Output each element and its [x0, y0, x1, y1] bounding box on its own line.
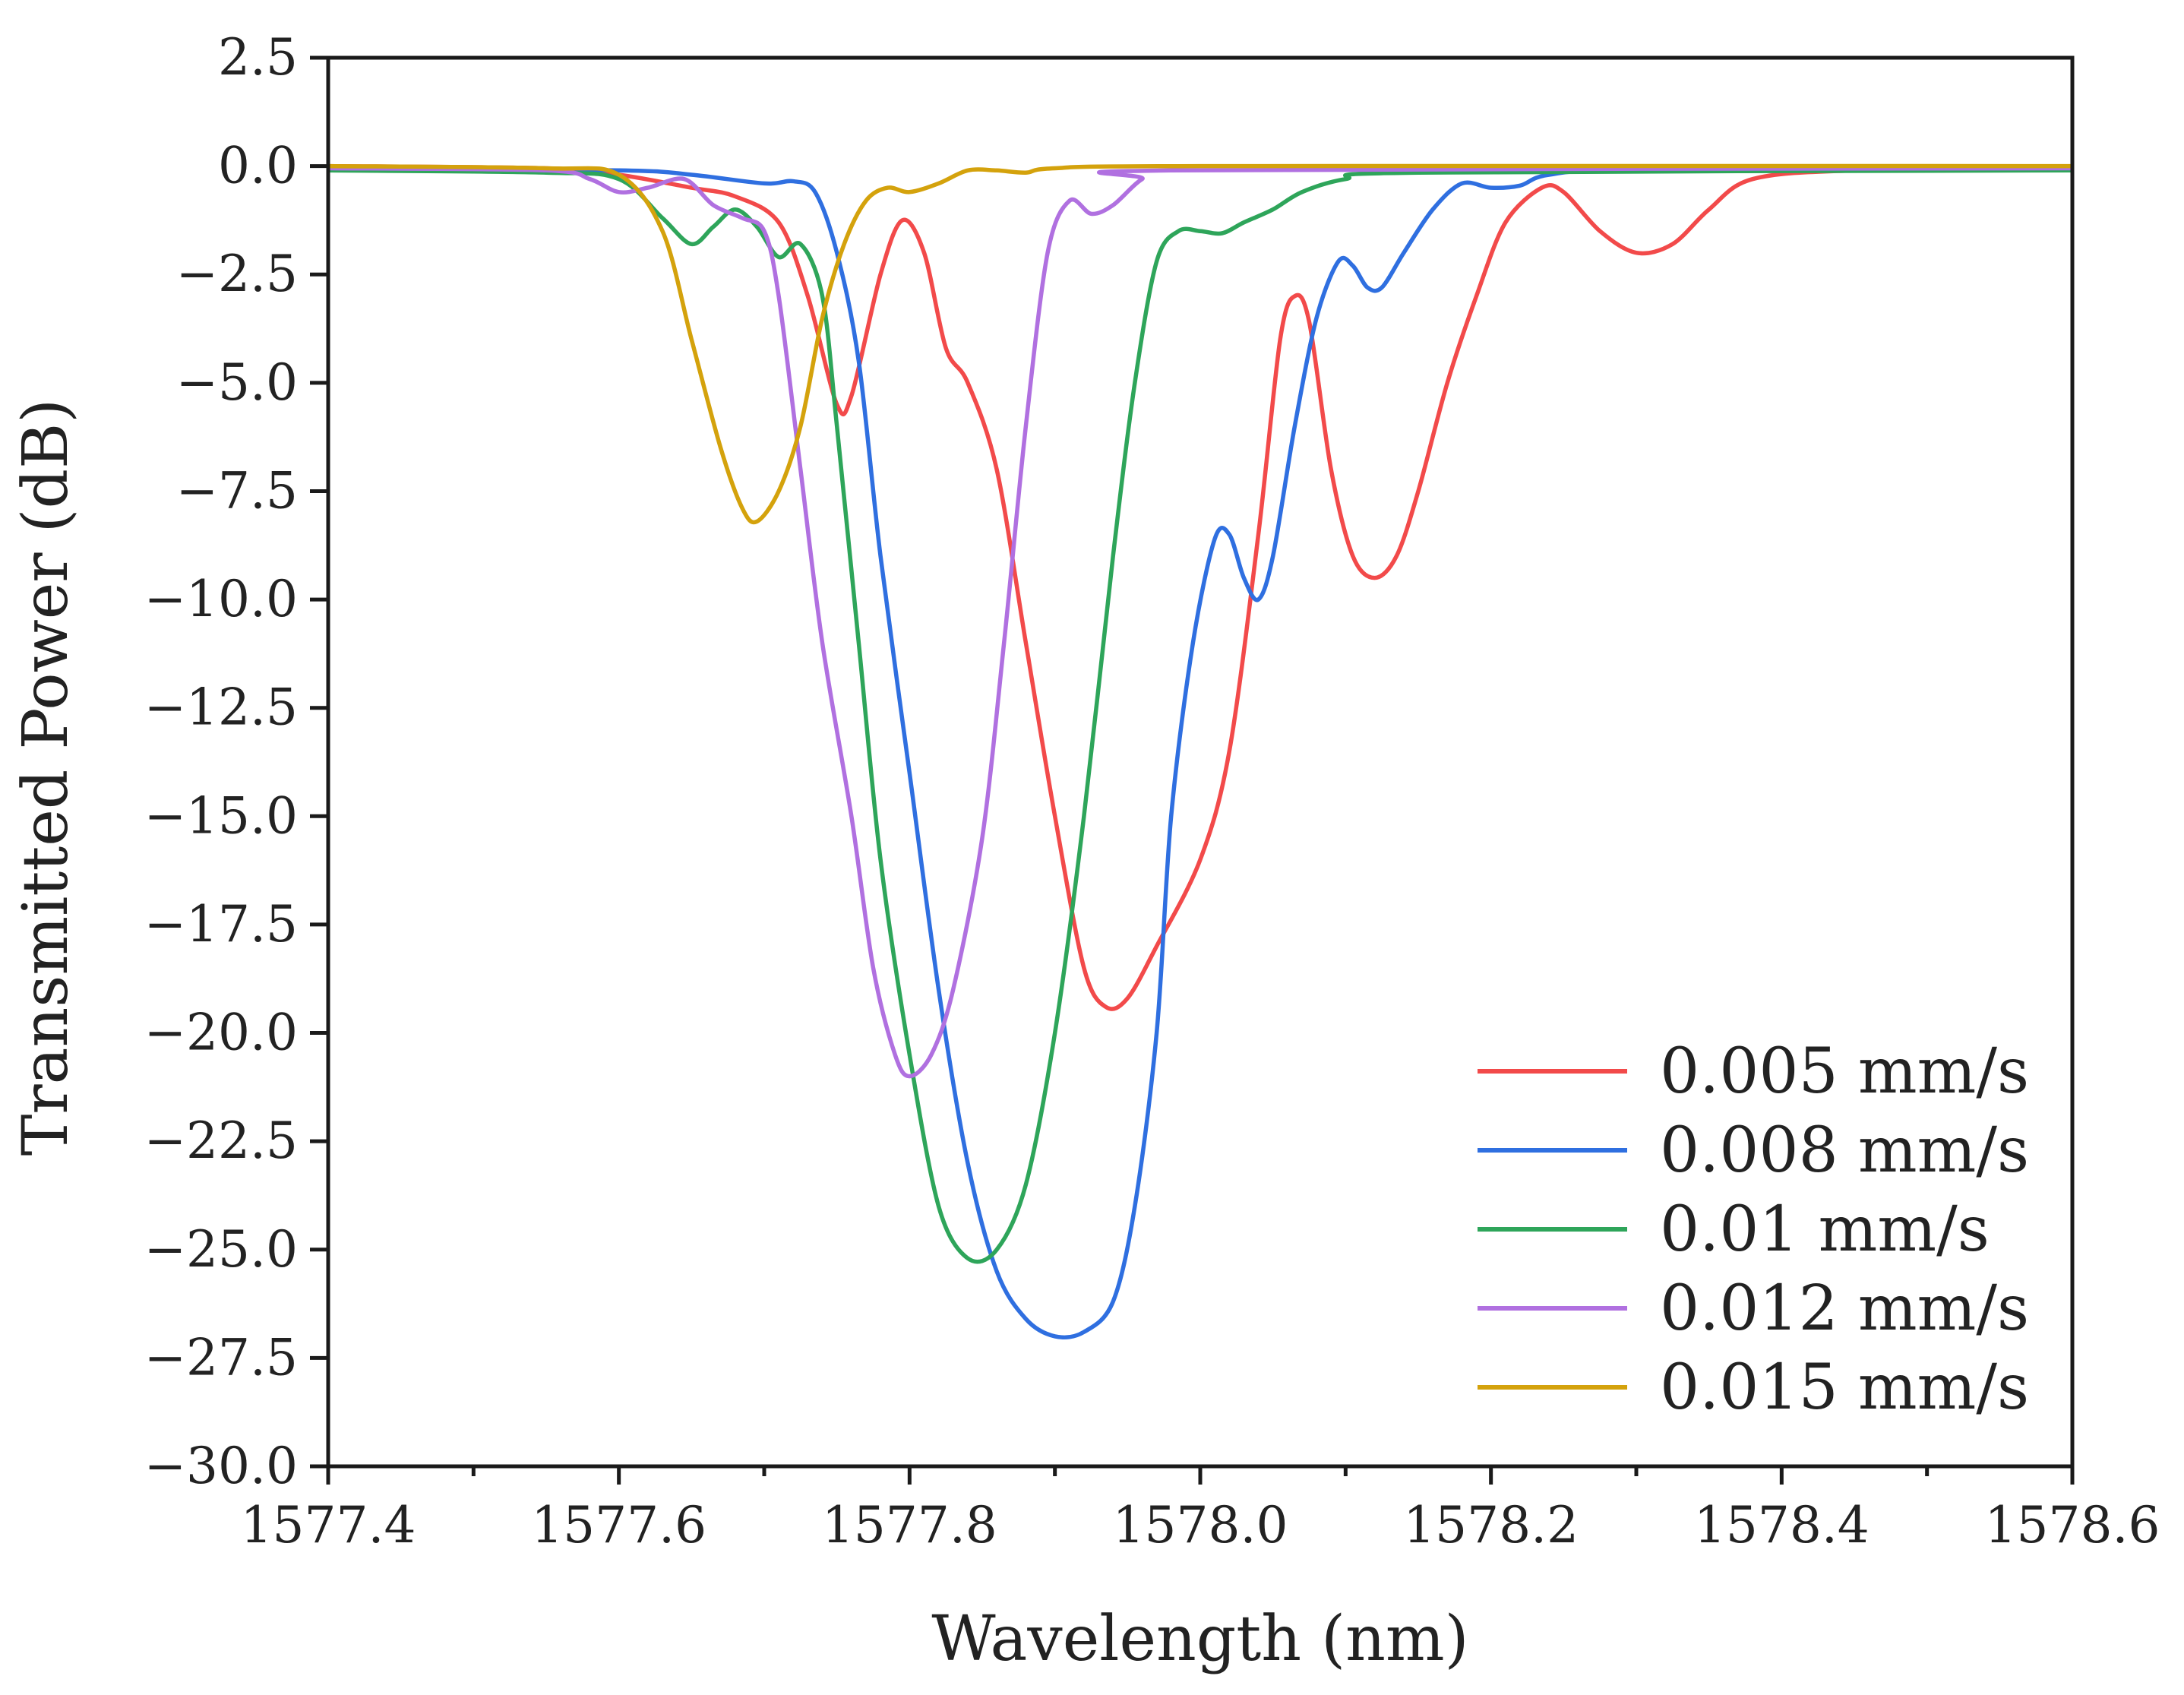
legend-label: 0.012 mm/s: [1660, 1273, 2029, 1345]
x-axis-title: Wavelength (nm): [931, 1603, 1468, 1675]
x-tick-label: 1578.6: [1985, 1496, 2160, 1554]
legend-label: 0.01 mm/s: [1660, 1194, 1990, 1266]
y-tick-label: −15.0: [144, 786, 298, 845]
series-group: [328, 163, 2072, 1339]
y-tick-label: −12.5: [144, 678, 298, 737]
legend-item: 0.012 mm/s: [1478, 1273, 2029, 1345]
y-tick-label: −20.0: [144, 1004, 298, 1062]
x-tick-label: 1577.8: [822, 1496, 997, 1554]
legend-item: 0.008 mm/s: [1478, 1115, 2029, 1187]
y-tick-label: −30.0: [144, 1437, 298, 1495]
y-tick-label: −7.5: [176, 461, 298, 520]
x-axis-ticks: 1577.4 1577.6 1577.8 1578.0 1578.2 1578.4 1578…: [241, 1466, 2160, 1554]
legend-item: 0.005 mm/s: [1478, 1036, 2029, 1108]
series-line-1: [328, 166, 2072, 1339]
y-tick-label: −2.5: [176, 245, 298, 303]
y-tick-label: 0.0: [218, 137, 298, 195]
y-tick-label: 2.5: [218, 28, 298, 87]
y-tick-label: −25.0: [144, 1220, 298, 1279]
x-tick-label: 1577.4: [241, 1496, 416, 1554]
x-tick-label: 1577.6: [531, 1496, 706, 1554]
legend-label: 0.008 mm/s: [1660, 1115, 2029, 1187]
y-axis-title: Transmitted Power (dB): [10, 399, 82, 1156]
x-tick-label: 1578.4: [1694, 1496, 1870, 1554]
y-tick-label: −10.0: [144, 570, 298, 628]
series-line-4: [328, 163, 2072, 525]
legend-item: 0.01 mm/s: [1478, 1194, 1990, 1266]
y-tick-label: −5.0: [176, 353, 298, 412]
legend-label: 0.005 mm/s: [1660, 1036, 2029, 1108]
y-axis-ticks: 2.5 0.0 −2.5 −5.0 −7.5 −10.0 −12.5 −15.0 −17.5 −2…: [144, 28, 328, 1495]
x-tick-label: 1578.2: [1403, 1496, 1579, 1554]
x-tick-label: 1578.0: [1113, 1496, 1288, 1554]
y-tick-label: −22.5: [144, 1112, 298, 1170]
legend-item: 0.015 mm/s: [1478, 1352, 2029, 1424]
legend-label: 0.015 mm/s: [1660, 1352, 2029, 1424]
series-line-0: [328, 163, 2072, 1011]
series-line-3: [328, 166, 2072, 1079]
y-tick-label: −17.5: [144, 895, 298, 953]
y-tick-label: −27.5: [144, 1328, 298, 1387]
series-line-2: [328, 168, 2072, 1264]
legend: 0.005 mm/s0.008 mm/s0.01 mm/s0.012 mm/s0…: [1478, 1036, 2029, 1424]
